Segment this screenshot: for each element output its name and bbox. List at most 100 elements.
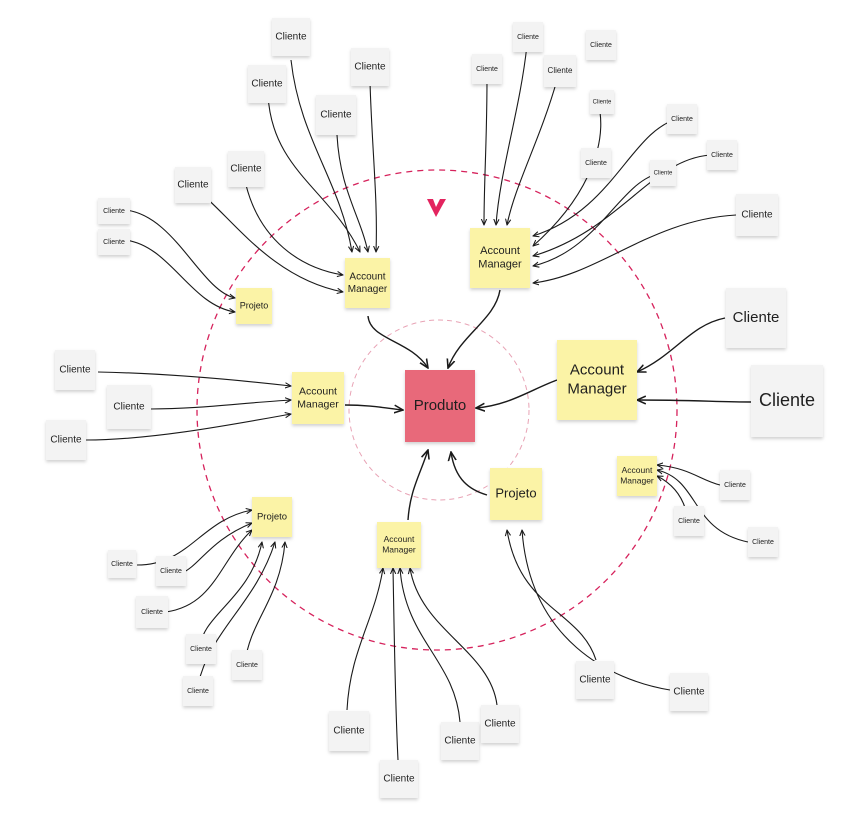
cliente-note-11-label: Cliente — [548, 66, 573, 75]
edge-cliente-to-am-top-left — [369, 81, 376, 252]
edge-cliente-to-am-top-right — [533, 214, 737, 283]
cliente-note-3-paper — [351, 48, 389, 86]
cliente-note-24: Cliente — [720, 470, 750, 500]
produto-note-label: Produto — [414, 397, 467, 414]
projeto-note-top-left-label: Projeto — [240, 300, 269, 310]
cliente-note-14: Cliente — [581, 148, 611, 178]
am-note-top-left: Account Manager — [345, 258, 390, 308]
cliente-note-10: Cliente — [513, 22, 543, 52]
edge-cliente-to-am-top-right — [484, 77, 488, 225]
cliente-note-7: Cliente — [98, 198, 130, 224]
am-note-top-right-label-line2: Manager — [478, 259, 522, 271]
am-note-top-left-label-line1: Account — [349, 271, 385, 282]
cliente-note-8: Cliente — [98, 229, 130, 255]
projeto-note-right-label: Projeto — [495, 485, 536, 500]
cliente-note-28-paper — [156, 556, 186, 586]
projeto-note-bottom-left: Projeto — [252, 497, 292, 537]
cliente-note-36-label: Cliente — [484, 719, 516, 730]
cliente-note-35: Cliente — [441, 722, 479, 760]
am-note-top-right-paper — [470, 228, 530, 288]
am-note-left-label-line1: Account — [299, 385, 337, 397]
am-note-top-right: Account Manager — [470, 228, 530, 288]
cliente-note-29: Cliente — [136, 596, 168, 628]
cliente-note-35-label: Cliente — [444, 736, 476, 747]
cliente-note-27: Cliente — [108, 550, 136, 578]
cliente-note-11: Cliente — [544, 55, 576, 87]
projeto-note-top-left: Projeto — [236, 288, 272, 324]
cliente-note-20: Cliente — [751, 365, 823, 437]
cliente-note-28-label: Cliente — [160, 568, 182, 575]
cliente-note-7-paper — [98, 198, 130, 224]
edge-cliente-to-am-top-right — [496, 44, 528, 225]
cliente-note-19: Cliente — [726, 288, 786, 348]
cliente-note-16-paper — [707, 140, 737, 170]
projeto-note-top-left-paper — [236, 288, 272, 324]
edge-cliente-to-am-top-right — [533, 111, 602, 246]
edge-cliente-to-am-top-left — [196, 189, 343, 292]
cliente-note-5-label: Cliente — [230, 164, 262, 175]
cliente-note-9-paper — [472, 54, 502, 84]
cliente-note-26: Cliente — [748, 527, 778, 557]
am-note-lower-right-paper — [617, 456, 657, 496]
cliente-note-30-label: Cliente — [190, 646, 212, 653]
cliente-note-6: Cliente — [175, 167, 211, 203]
edge-cliente-to-am-bottom — [346, 568, 383, 711]
edge-cliente-to-projeto-right — [507, 530, 597, 661]
cliente-note-22: Cliente — [107, 385, 151, 429]
am-note-right-paper — [557, 340, 637, 420]
cliente-note-36: Cliente — [481, 705, 519, 743]
edge-cliente-to-am-lower-right — [657, 470, 749, 543]
cliente-note-18-paper — [736, 194, 778, 236]
cliente-note-32: Cliente — [183, 676, 213, 706]
cliente-note-33: Cliente — [329, 711, 369, 751]
sticky-notes: ProdutoAccountManagerAccountManagerAccou… — [46, 18, 823, 798]
edge-cliente-to-am-bottom — [400, 568, 461, 723]
cliente-note-22-paper — [107, 385, 151, 429]
cliente-note-24-label: Cliente — [724, 482, 746, 489]
edge-cliente-to-am-top-left — [336, 134, 368, 252]
am-note-lower-right-label-line1: Account — [622, 465, 653, 475]
cliente-note-3-label: Cliente — [354, 62, 386, 73]
am-note-bottom-label-line1: Account — [384, 534, 415, 544]
cliente-note-13: Cliente — [590, 90, 614, 114]
cliente-note-14-paper — [581, 148, 611, 178]
edge-cliente-to-projeto-bottom-left — [244, 542, 285, 664]
cliente-note-16: Cliente — [707, 140, 737, 170]
cliente-note-17: Cliente — [650, 160, 676, 186]
cliente-note-37-paper — [576, 661, 614, 699]
edge-cliente-to-projeto-bottom-left — [181, 523, 252, 574]
cliente-note-14-label: Cliente — [585, 160, 607, 167]
cliente-note-23-label: Cliente — [50, 435, 82, 446]
cliente-note-34-label: Cliente — [383, 774, 415, 785]
cliente-note-2: Cliente — [248, 65, 286, 103]
cliente-note-27-paper — [108, 550, 136, 578]
edge-cliente-to-am-top-left — [245, 184, 343, 275]
cliente-note-32-paper — [183, 676, 213, 706]
cliente-note-34: Cliente — [380, 760, 418, 798]
edge-cliente-to-am-left — [149, 400, 291, 410]
cliente-note-15-paper — [667, 104, 697, 134]
am-note-bottom-label-line2: Manager — [382, 545, 416, 555]
cliente-note-28: Cliente — [156, 556, 186, 586]
am-note-left-paper — [292, 372, 344, 424]
cliente-note-20-label: Cliente — [759, 390, 815, 410]
edge-cliente-to-am-top-left — [290, 59, 352, 252]
am-note-top-right-label-line1: Account — [480, 245, 520, 257]
cliente-note-31-label: Cliente — [236, 662, 258, 669]
cliente-note-5: Cliente — [228, 151, 264, 187]
edge-am-to-produto — [344, 404, 403, 410]
am-note-bottom-paper — [377, 522, 421, 568]
cliente-note-26-paper — [748, 527, 778, 557]
edge-cliente-to-am-right — [637, 400, 753, 402]
cliente-note-27-label: Cliente — [111, 561, 133, 568]
cliente-note-20-paper — [751, 365, 823, 437]
cliente-note-31-paper — [232, 650, 262, 680]
projeto-note-bottom-left-paper — [252, 497, 292, 537]
cliente-note-13-paper — [590, 90, 614, 114]
edge-cliente-to-am-top-right — [533, 172, 662, 266]
edge-cliente-to-am-right — [637, 317, 726, 372]
